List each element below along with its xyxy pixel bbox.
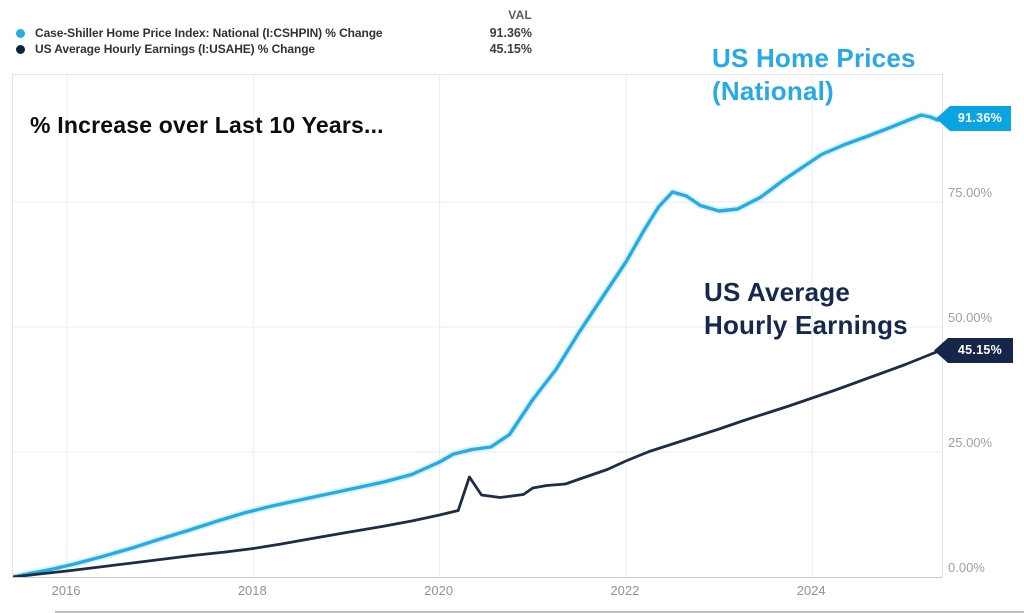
home-prices-annotation-line2: (National) (712, 76, 834, 106)
hourly-earnings-annotation-line2: Hourly Earnings (704, 310, 908, 340)
x-axis-tick-label: 2018 (237, 583, 267, 598)
legend-item-case-shiller[interactable]: Case-Shiller Home Price Index: National … (16, 25, 532, 41)
y-axis-tick-label: 50.00% (948, 310, 993, 325)
home-prices-value-badge: 91.36% (936, 106, 1011, 131)
bottom-edge-strip (55, 611, 1024, 613)
y-axis-tick-label: 25.00% (948, 435, 993, 450)
x-axis-tick-label: 2024 (796, 583, 826, 598)
case-shiller-dot-icon (16, 28, 25, 38)
legend-item-value: 91.36% (489, 26, 532, 40)
hourly-earnings-dot-icon (16, 44, 25, 54)
home-prices-line (13, 113, 940, 577)
legend-item-hourly-earnings[interactable]: US Average Hourly Earnings (I:USAHE) % C… (16, 41, 532, 57)
plot-area (12, 74, 943, 578)
x-axis-tick-label: 2020 (424, 583, 454, 598)
legend-val-header: VAL (508, 8, 532, 22)
home-prices-line-glow (13, 111, 940, 577)
legend-item-label: Case-Shiller Home Price Index: National … (35, 26, 383, 40)
x-axis-tick-label: 2016 (51, 583, 81, 598)
hourly-earnings-annotation-line1: US Average (704, 277, 851, 307)
y-axis-tick-label: 0.00% (948, 560, 985, 575)
legend-item-label: US Average Hourly Earnings (I:USAHE) % C… (35, 42, 315, 56)
legend-item-value: 45.15% (489, 42, 532, 56)
hourly-earnings-value-badge: 45.15% (934, 338, 1013, 363)
home-prices-annotation: US Home Prices (National) (712, 42, 916, 108)
chart-title-annotation: % Increase over Last 10 Years... (30, 112, 384, 138)
home-prices-annotation-line1: US Home Prices (712, 43, 916, 73)
y-axis-tick-label: 75.00% (948, 185, 993, 200)
legend: VAL Case-Shiller Home Price Index: Natio… (0, 0, 545, 62)
hourly-earnings-line (13, 349, 940, 577)
hourly-earnings-annotation: US Average Hourly Earnings (704, 276, 908, 342)
plot-svg (13, 75, 942, 577)
x-axis-tick-label: 2022 (610, 583, 640, 598)
